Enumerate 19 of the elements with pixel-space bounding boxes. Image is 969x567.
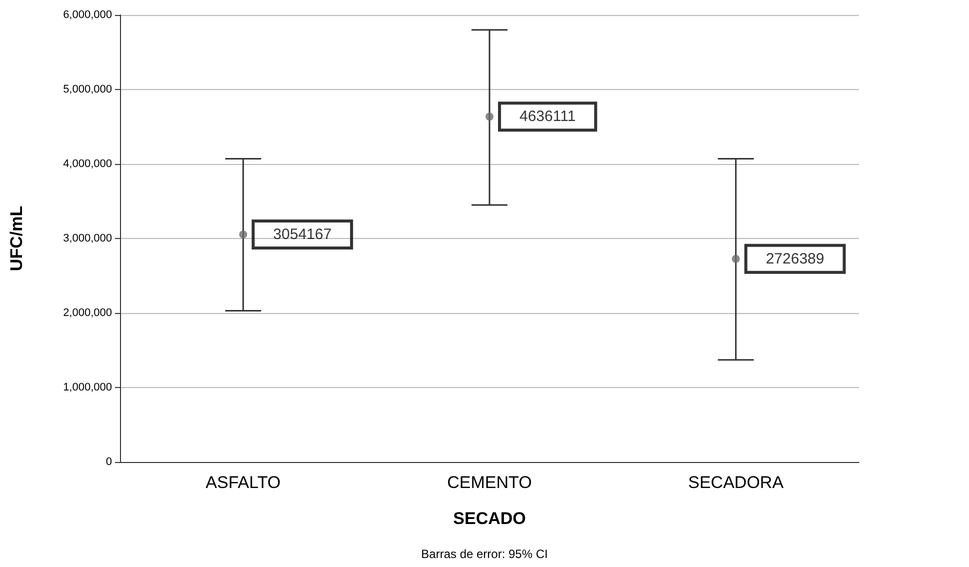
y-tick-label: 4,000,000 <box>63 158 112 170</box>
data-label: 2726389 <box>766 250 824 268</box>
y-tick-label: 2,000,000 <box>63 307 112 319</box>
y-tick-label: 5,000,000 <box>63 84 112 96</box>
x-tick-label: CEMENTO <box>447 473 532 492</box>
y-tick-label: 6,000,000 <box>63 9 112 21</box>
point <box>239 230 248 238</box>
y-tick-label: 0 <box>106 456 112 468</box>
x-tick-label: SECADORA <box>688 473 784 492</box>
y-tick-label: 3,000,000 <box>63 232 112 244</box>
x-axis-title: SECADO <box>453 509 526 528</box>
y-tick-label: 1,000,000 <box>63 382 112 394</box>
data-label: 3054167 <box>273 226 332 243</box>
x-tick-label: ASFALTO <box>206 473 281 492</box>
y-axis-title: UFC/mL <box>7 206 26 272</box>
point <box>732 254 740 263</box>
point <box>486 112 494 121</box>
data-label: 4636111 <box>520 108 576 126</box>
text: Barras de error: 95% CI <box>421 547 548 561</box>
